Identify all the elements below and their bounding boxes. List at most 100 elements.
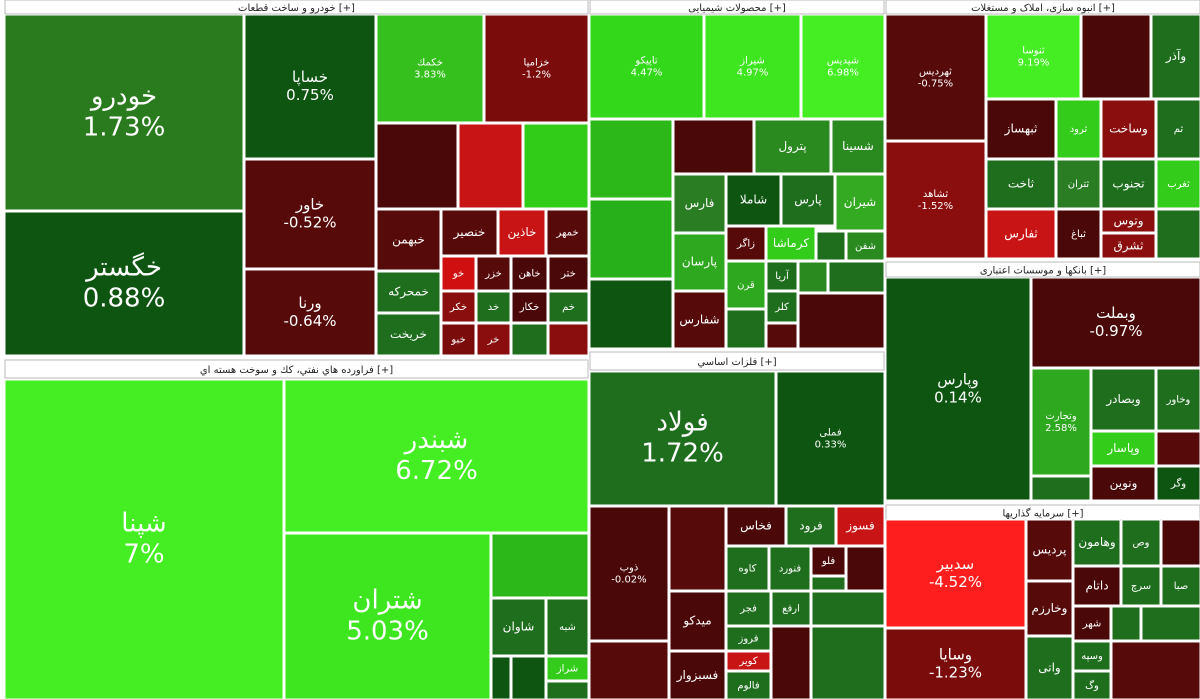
tile[interactable] (376, 271, 441, 313)
tile[interactable] (754, 119, 831, 174)
tile[interactable] (1073, 641, 1111, 671)
tile[interactable] (284, 379, 589, 533)
tile[interactable] (811, 546, 846, 576)
tile[interactable] (1073, 566, 1121, 606)
tile[interactable] (491, 598, 546, 656)
tile[interactable] (1101, 233, 1156, 259)
tile[interactable] (511, 291, 548, 323)
tile[interactable] (986, 14, 1081, 99)
tile[interactable] (704, 14, 801, 119)
sector-title[interactable]: خودرو و ساخت قطعات [+] (238, 3, 355, 14)
tile[interactable] (1026, 636, 1073, 699)
tile[interactable] (831, 119, 885, 174)
sector-title[interactable]: محصولات شیمیایی [+] (688, 3, 786, 14)
tile[interactable] (511, 256, 548, 291)
tile[interactable] (1101, 99, 1156, 159)
tile[interactable] (986, 209, 1056, 259)
tile[interactable] (546, 598, 589, 656)
tile[interactable] (1073, 606, 1111, 641)
tile[interactable] (673, 174, 726, 233)
sector-title[interactable]: سرمایه گذاریها [+] (1002, 508, 1083, 520)
tile[interactable] (1101, 209, 1156, 233)
tile[interactable] (726, 671, 771, 699)
tile[interactable] (1091, 466, 1156, 501)
tile[interactable] (441, 256, 476, 291)
tile[interactable] (885, 14, 986, 141)
tile[interactable] (726, 226, 766, 261)
tile[interactable] (4, 211, 244, 356)
tile[interactable] (476, 323, 511, 356)
tile[interactable] (441, 209, 498, 256)
tile[interactable] (1156, 99, 1200, 159)
tile[interactable] (376, 14, 484, 123)
tile[interactable] (484, 14, 589, 123)
tile[interactable] (726, 651, 771, 671)
tile[interactable] (244, 159, 376, 269)
tile[interactable] (1031, 368, 1091, 476)
tile[interactable] (441, 291, 476, 323)
tile[interactable] (771, 591, 811, 626)
tile[interactable] (726, 546, 769, 591)
tile[interactable] (766, 291, 798, 323)
tile[interactable] (376, 313, 441, 356)
tile[interactable] (726, 506, 786, 546)
tile[interactable] (284, 533, 491, 699)
tile[interactable] (776, 371, 885, 506)
tile[interactable] (1101, 159, 1156, 209)
tile[interactable] (476, 291, 511, 323)
tile[interactable] (1091, 368, 1156, 431)
tile[interactable] (726, 174, 781, 226)
tile[interactable] (673, 291, 726, 349)
tile[interactable] (1031, 277, 1200, 368)
tile[interactable] (786, 506, 836, 546)
tile[interactable] (1026, 519, 1073, 581)
tile[interactable] (669, 591, 726, 651)
tile[interactable] (885, 141, 986, 259)
tile[interactable] (548, 291, 589, 323)
tile[interactable] (835, 174, 885, 231)
tile[interactable] (1121, 566, 1161, 606)
tile[interactable] (244, 14, 376, 159)
tile[interactable] (986, 99, 1056, 159)
tile[interactable] (1151, 14, 1200, 99)
tile[interactable] (726, 591, 771, 626)
tile[interactable] (781, 174, 835, 226)
tile[interactable] (726, 261, 766, 309)
tile[interactable] (1026, 581, 1073, 636)
tile[interactable] (1073, 519, 1121, 566)
tile[interactable] (1056, 209, 1101, 259)
tile[interactable] (4, 379, 284, 699)
tile[interactable] (1056, 99, 1101, 159)
sector-title[interactable]: بانکها و موسسات اعتباری [+] (980, 266, 1106, 277)
tile[interactable] (673, 233, 726, 291)
tile[interactable] (1161, 566, 1200, 606)
tile[interactable] (766, 226, 816, 261)
tile[interactable] (726, 626, 771, 651)
tile[interactable] (1073, 671, 1111, 699)
tile[interactable] (669, 651, 726, 699)
tile[interactable] (548, 256, 589, 291)
tile[interactable] (498, 209, 546, 256)
tile[interactable] (4, 14, 244, 211)
tile[interactable] (376, 209, 441, 271)
tile[interactable] (885, 628, 1026, 699)
tile[interactable] (846, 231, 885, 261)
tile[interactable] (589, 506, 669, 641)
tile[interactable] (1091, 431, 1156, 466)
tile[interactable] (836, 506, 885, 546)
tile[interactable] (801, 14, 885, 119)
tile[interactable] (589, 371, 776, 506)
tile[interactable] (476, 256, 511, 291)
tile[interactable] (766, 261, 798, 291)
sector-title[interactable]: فلزات اساسي [+] (697, 357, 776, 368)
tile[interactable] (1156, 466, 1200, 501)
tile[interactable] (589, 14, 704, 119)
tile[interactable] (1121, 519, 1161, 566)
tile[interactable] (1156, 159, 1200, 209)
tile[interactable] (769, 546, 811, 591)
tile[interactable] (885, 519, 1026, 628)
tile[interactable] (441, 323, 476, 356)
tile[interactable] (1056, 159, 1101, 209)
sector-title[interactable]: انبوه سازی، املاک و مستغلات [+] (971, 3, 1115, 14)
tile[interactable] (244, 269, 376, 356)
